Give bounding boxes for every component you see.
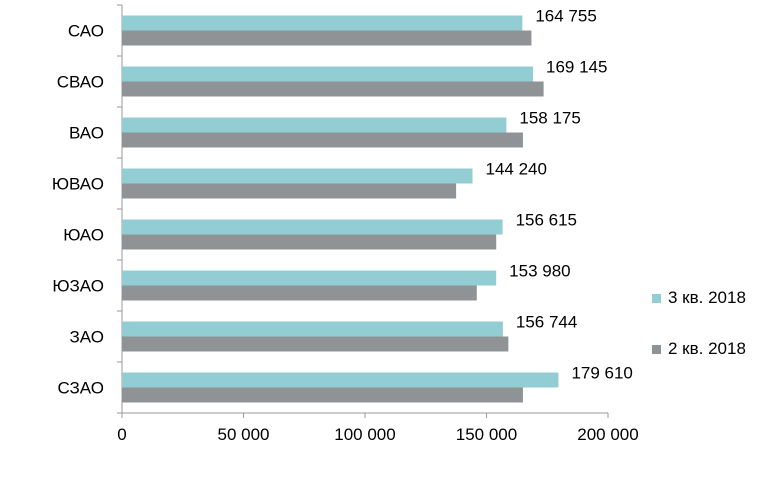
x-tick-label: 50 000 (218, 425, 270, 444)
bar-series-1 (122, 66, 534, 82)
bar-series-2 (122, 183, 457, 199)
bar-series-1 (122, 321, 503, 337)
bar-series-2 (122, 285, 477, 301)
bar-series-1 (122, 270, 497, 286)
bar-series-2 (122, 81, 544, 97)
bar-series-2 (122, 30, 532, 46)
data-label: 158 175 (519, 109, 580, 128)
x-tick-label: 0 (117, 425, 126, 444)
data-label: 179 610 (571, 364, 632, 383)
data-label: 144 240 (486, 160, 547, 179)
bar-series-2 (122, 234, 497, 250)
bar-series-1 (122, 219, 503, 235)
x-tick-label: 150 000 (456, 425, 517, 444)
category-label: СЗАО (57, 379, 104, 398)
x-tick-label: 100 000 (334, 425, 395, 444)
category-label: ЮЗАО (52, 277, 104, 296)
bar-series-1 (122, 372, 559, 388)
x-tick-label: 200 000 (577, 425, 638, 444)
legend-swatch-1 (652, 294, 661, 303)
bar-series-1 (122, 15, 523, 31)
data-label: 156 744 (516, 313, 577, 332)
data-label: 164 755 (535, 7, 596, 26)
legend-label-1: 3 кв. 2018 (668, 288, 746, 307)
category-label: ЗАО (70, 328, 104, 347)
category-label: СВАО (57, 73, 104, 92)
legend-label-2: 2 кв. 2018 (668, 339, 746, 358)
bar-series-2 (122, 132, 523, 148)
bar-series-2 (122, 387, 523, 403)
data-label: 156 615 (516, 211, 577, 230)
data-label: 169 145 (546, 58, 607, 77)
category-label: САО (68, 22, 104, 41)
category-label: ВАО (69, 124, 104, 143)
category-label: ЮВАО (52, 175, 104, 194)
bar-series-1 (122, 168, 473, 184)
data-label: 153 980 (509, 262, 570, 281)
bar-series-1 (122, 117, 507, 133)
legend-swatch-2 (652, 345, 661, 354)
bar-series-2 (122, 336, 509, 352)
category-label: ЮАО (63, 226, 104, 245)
